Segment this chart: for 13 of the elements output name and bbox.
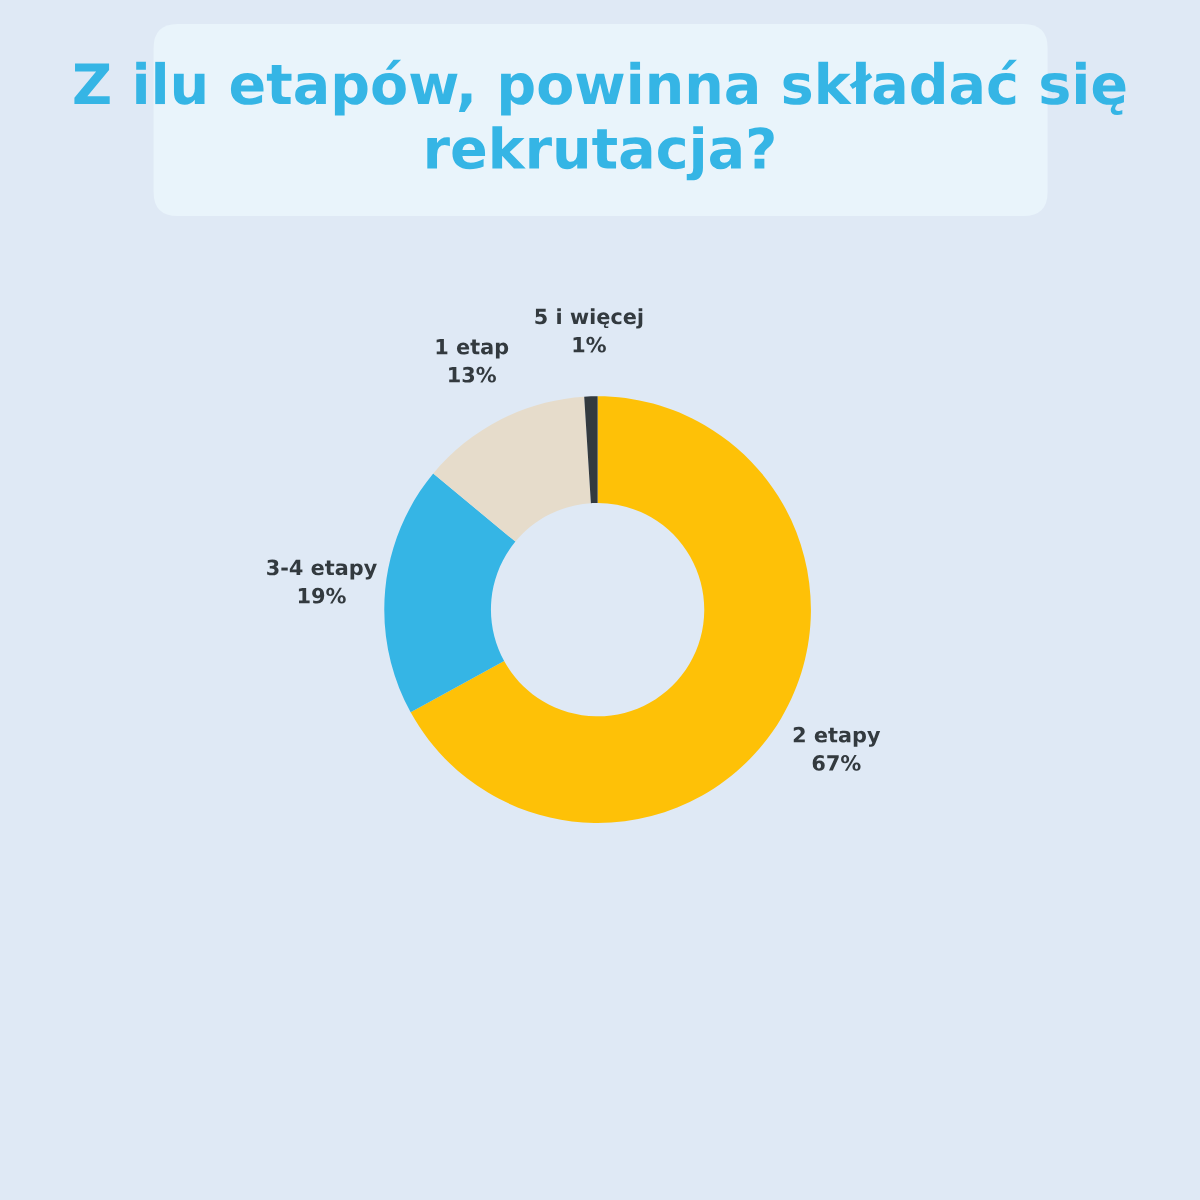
slice-label: 5 i więcej: [535, 308, 643, 329]
slice-label: 3-4 etapy: [267, 559, 377, 580]
donut-slice: [584, 396, 598, 504]
data-label: 1%: [573, 336, 606, 353]
slice-label: 1 etap: [436, 339, 509, 359]
data-label: 19%: [298, 587, 346, 604]
slice-label: 2 etapy: [793, 726, 881, 747]
donut-slice: [410, 396, 811, 823]
data-label: 67%: [812, 755, 861, 771]
chart-title: Z ilu etapów, powinna składać się rekrutacja?: [74, 59, 1126, 181]
data-label: 13%: [449, 366, 496, 383]
donut-slice: [433, 396, 591, 542]
donut-slice: [384, 473, 516, 713]
